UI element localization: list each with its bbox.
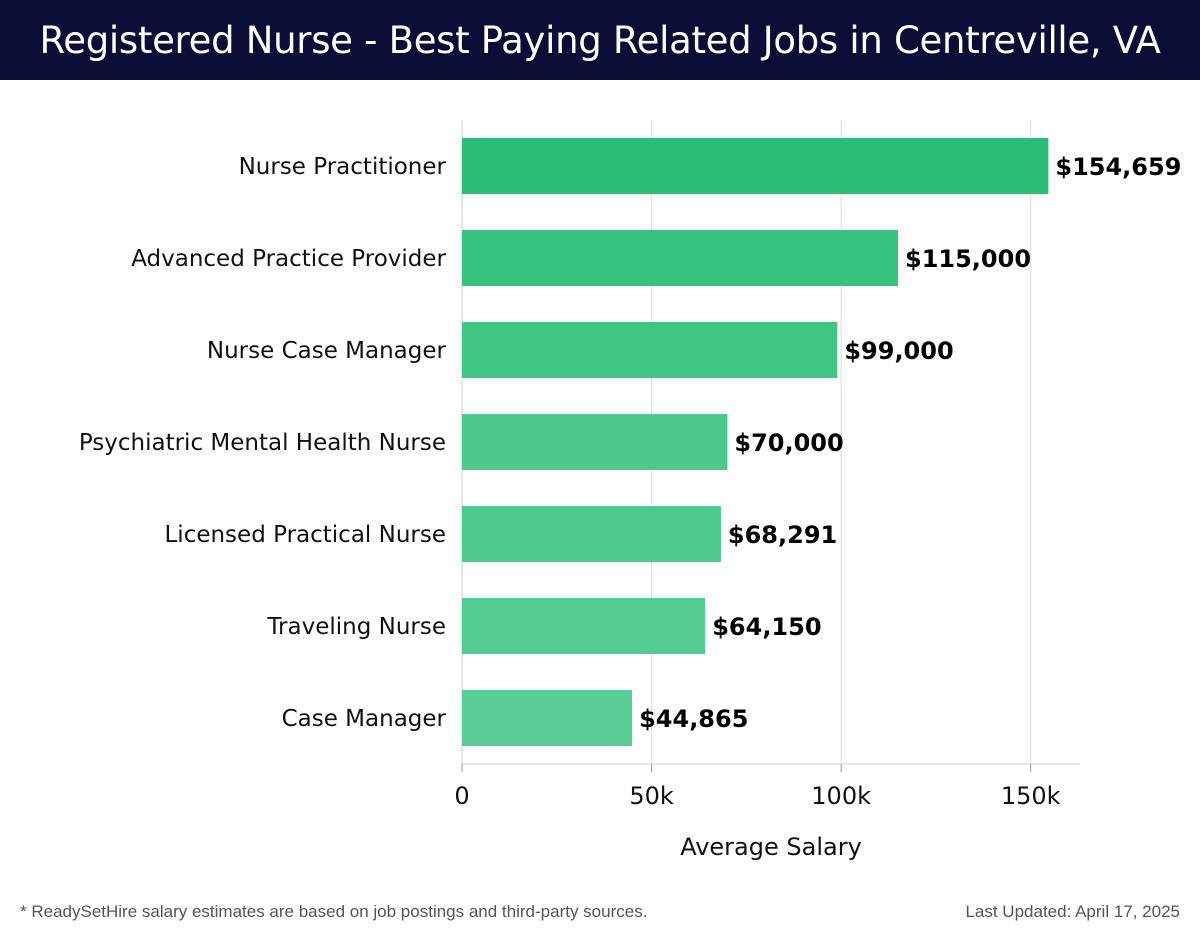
x-axis-label: Average Salary xyxy=(680,833,862,861)
bar xyxy=(462,322,838,378)
bar xyxy=(462,414,728,470)
bar xyxy=(462,690,633,746)
data-label: $115,000 xyxy=(905,245,1031,273)
data-label: $70,000 xyxy=(734,429,843,457)
data-label: $44,865 xyxy=(639,705,748,733)
data-label: $99,000 xyxy=(844,337,953,365)
category-label: Nurse Practitioner xyxy=(239,154,447,180)
category-label: Case Manager xyxy=(282,706,447,732)
category-label: Advanced Practice Provider xyxy=(131,246,446,272)
data-label: $68,291 xyxy=(728,521,837,549)
chart-title: Registered Nurse - Best Paying Related J… xyxy=(39,18,1161,62)
bar xyxy=(462,230,899,286)
data-label: $64,150 xyxy=(712,613,821,641)
bar xyxy=(462,598,706,654)
last-updated: Last Updated: April 17, 2025 xyxy=(965,902,1180,921)
x-tick-label: 0 xyxy=(454,782,469,810)
source-footnote: * ReadySetHire salary estimates are base… xyxy=(20,902,648,921)
chart-header: Registered Nurse - Best Paying Related J… xyxy=(0,0,1200,80)
category-label: Licensed Practical Nurse xyxy=(164,522,446,548)
category-label: Nurse Case Manager xyxy=(207,338,447,364)
category-label: Traveling Nurse xyxy=(266,614,446,640)
data-label: $154,659 xyxy=(1055,153,1181,181)
x-tick-label: 150k xyxy=(1001,782,1061,810)
bar xyxy=(462,506,721,562)
bar-chart: 0 50k 100k 150k Average Salary Nurse Practiti… xyxy=(79,120,1181,861)
bar xyxy=(462,138,1049,194)
x-tick-label: 50k xyxy=(629,782,674,810)
x-tick-label: 100k xyxy=(811,782,871,810)
category-label: Psychiatric Mental Health Nurse xyxy=(79,430,446,456)
